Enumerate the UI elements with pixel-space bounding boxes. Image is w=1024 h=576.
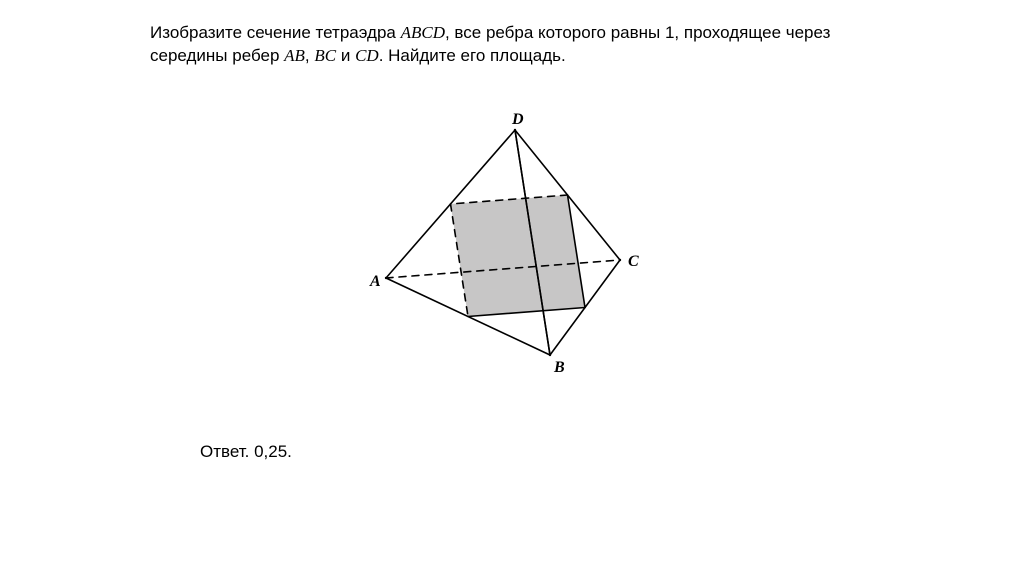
problem-line1-post: , все ребра которого равны 1, проходящее… xyxy=(445,23,830,42)
answer: Ответ. 0,25. xyxy=(200,442,292,462)
page: Изобразите сечение тетраэдра ABCD, все р… xyxy=(0,0,1024,576)
svg-text:D: D xyxy=(511,111,524,128)
svg-text:A: A xyxy=(369,273,381,290)
answer-value: 0,25. xyxy=(254,442,292,461)
problem-ab: AB xyxy=(284,46,305,65)
problem-cd: CD xyxy=(355,46,379,65)
problem-line2-pre: середины ребер xyxy=(150,46,284,65)
problem-bc: BC xyxy=(314,46,336,65)
problem-text: Изобразите сечение тетраэдра ABCD, все р… xyxy=(150,22,890,68)
figure: A B C D xyxy=(340,110,680,390)
problem-abcd: ABCD xyxy=(401,23,445,42)
tetrahedron-svg: A B C D xyxy=(340,110,680,390)
problem-sep1: , xyxy=(305,46,314,65)
svg-text:C: C xyxy=(628,253,639,270)
problem-line1-pre: Изобразите сечение тетраэдра xyxy=(150,23,401,42)
problem-sep2: и xyxy=(336,46,355,65)
problem-line2-post: . Найдите его площадь. xyxy=(379,46,566,65)
svg-text:B: B xyxy=(553,359,565,376)
answer-label: Ответ. xyxy=(200,442,254,461)
